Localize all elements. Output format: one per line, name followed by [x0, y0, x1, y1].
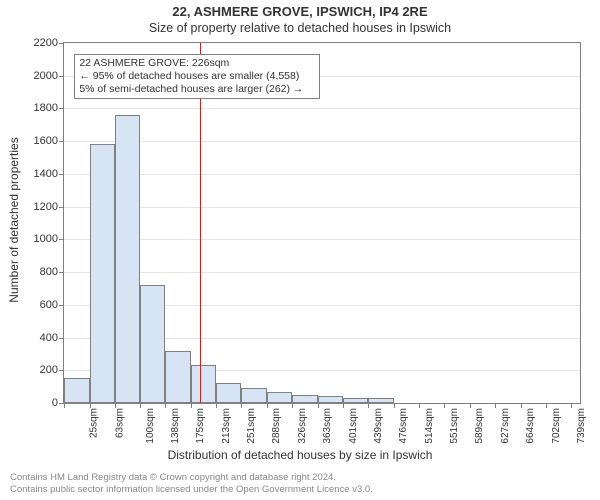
x-tick-mark	[115, 404, 116, 408]
x-tick-mark	[267, 404, 268, 408]
x-axis-label: Distribution of detached houses by size …	[0, 448, 600, 462]
y-tick-label: 400	[40, 332, 58, 344]
y-tick-label: 1000	[34, 233, 58, 245]
histogram-bar	[241, 388, 267, 403]
x-tick-label: 326sqm	[297, 408, 308, 444]
attribution-footer: Contains HM Land Registry data © Crown c…	[10, 472, 373, 496]
y-tick-mark	[59, 272, 63, 273]
x-tick-label: 664sqm	[525, 408, 536, 444]
histogram-bar	[165, 351, 191, 403]
annotation-box: 22 ASHMERE GROVE: 226sqm← 95% of detache…	[74, 54, 320, 99]
gridline	[64, 272, 580, 273]
x-tick-mark	[470, 404, 471, 408]
y-tick-mark	[59, 403, 63, 404]
x-tick-label: 589sqm	[475, 408, 486, 444]
y-tick-label: 800	[40, 266, 58, 278]
x-tick-label: 63sqm	[114, 408, 125, 438]
x-tick-label: 138sqm	[170, 408, 181, 444]
x-tick-mark	[546, 404, 547, 408]
histogram-bar	[140, 285, 165, 403]
chart-subtitle: Size of property relative to detached ho…	[0, 21, 600, 35]
annotation-line: ← 95% of detached houses are smaller (4,…	[79, 70, 315, 83]
gridline	[64, 207, 580, 208]
x-tick-mark	[571, 404, 572, 408]
x-tick-label: 251sqm	[247, 408, 258, 444]
annotation-line: 5% of semi-detached houses are larger (2…	[79, 83, 315, 96]
histogram-bar	[90, 144, 115, 403]
y-tick-label: 1600	[34, 135, 58, 147]
y-tick-label: 200	[40, 364, 58, 376]
x-tick-label: 288sqm	[271, 408, 282, 444]
gridline	[64, 174, 580, 175]
annotation-line: 22 ASHMERE GROVE: 226sqm	[79, 57, 315, 70]
footer-line-2: Contains public sector information licen…	[10, 484, 373, 496]
x-tick-mark	[292, 404, 293, 408]
histogram-bar	[343, 398, 368, 403]
x-tick-label: 702sqm	[551, 408, 562, 444]
x-tick-label: 175sqm	[195, 408, 206, 444]
y-tick-label: 600	[40, 299, 58, 311]
gridline	[64, 108, 580, 109]
histogram-bar	[216, 383, 241, 403]
x-tick-mark	[216, 404, 217, 408]
footer-line-1: Contains HM Land Registry data © Crown c…	[10, 472, 373, 484]
x-tick-mark	[394, 404, 395, 408]
chart-container: 22, ASHMERE GROVE, IPSWICH, IP4 2RE Size…	[0, 0, 600, 500]
x-tick-label: 439sqm	[373, 408, 384, 444]
y-tick-mark	[59, 141, 63, 142]
x-tick-mark	[64, 404, 65, 408]
y-tick-mark	[59, 43, 63, 44]
plot-area: 22 ASHMERE GROVE: 226sqm← 95% of detache…	[63, 42, 581, 404]
gridline	[64, 239, 580, 240]
x-tick-mark	[521, 404, 522, 408]
x-tick-label: 363sqm	[322, 408, 333, 444]
x-tick-label: 551sqm	[449, 408, 460, 444]
gridline	[64, 141, 580, 142]
y-tick-mark	[59, 370, 63, 371]
x-tick-label: 514sqm	[424, 408, 435, 444]
x-tick-label: 476sqm	[398, 408, 409, 444]
x-tick-mark	[444, 404, 445, 408]
y-tick-label: 1800	[34, 102, 58, 114]
y-tick-mark	[59, 76, 63, 77]
histogram-bar	[64, 378, 90, 403]
histogram-bar	[368, 398, 394, 403]
x-tick-label: 25sqm	[89, 408, 100, 438]
histogram-bar	[318, 396, 344, 403]
x-tick-label: 627sqm	[500, 408, 511, 444]
y-tick-mark	[59, 239, 63, 240]
x-tick-mark	[343, 404, 344, 408]
y-tick-mark	[59, 305, 63, 306]
x-tick-label: 401sqm	[348, 408, 359, 444]
x-tick-mark	[495, 404, 496, 408]
histogram-bar	[267, 392, 292, 403]
x-tick-mark	[90, 404, 91, 408]
chart-title-address: 22, ASHMERE GROVE, IPSWICH, IP4 2RE	[0, 4, 600, 19]
y-axis-label: Number of detached properties	[7, 55, 21, 220]
y-tick-label: 0	[52, 397, 58, 409]
histogram-bar	[191, 365, 217, 403]
x-tick-mark	[241, 404, 242, 408]
y-tick-label: 2000	[34, 70, 58, 82]
x-tick-mark	[165, 404, 166, 408]
x-tick-mark	[368, 404, 369, 408]
x-tick-mark	[318, 404, 319, 408]
x-tick-label: 739sqm	[576, 408, 587, 444]
x-tick-mark	[140, 404, 141, 408]
y-tick-mark	[59, 207, 63, 208]
y-tick-mark	[59, 338, 63, 339]
histogram-bar	[115, 115, 141, 403]
histogram-bar	[292, 395, 318, 403]
x-tick-mark	[191, 404, 192, 408]
y-tick-mark	[59, 108, 63, 109]
x-tick-label: 100sqm	[145, 408, 156, 444]
y-tick-mark	[59, 174, 63, 175]
y-tick-label: 2200	[34, 37, 58, 49]
y-tick-label: 1200	[34, 201, 58, 213]
x-tick-mark	[419, 404, 420, 408]
y-tick-label: 1400	[34, 168, 58, 180]
x-tick-label: 213sqm	[221, 408, 232, 444]
